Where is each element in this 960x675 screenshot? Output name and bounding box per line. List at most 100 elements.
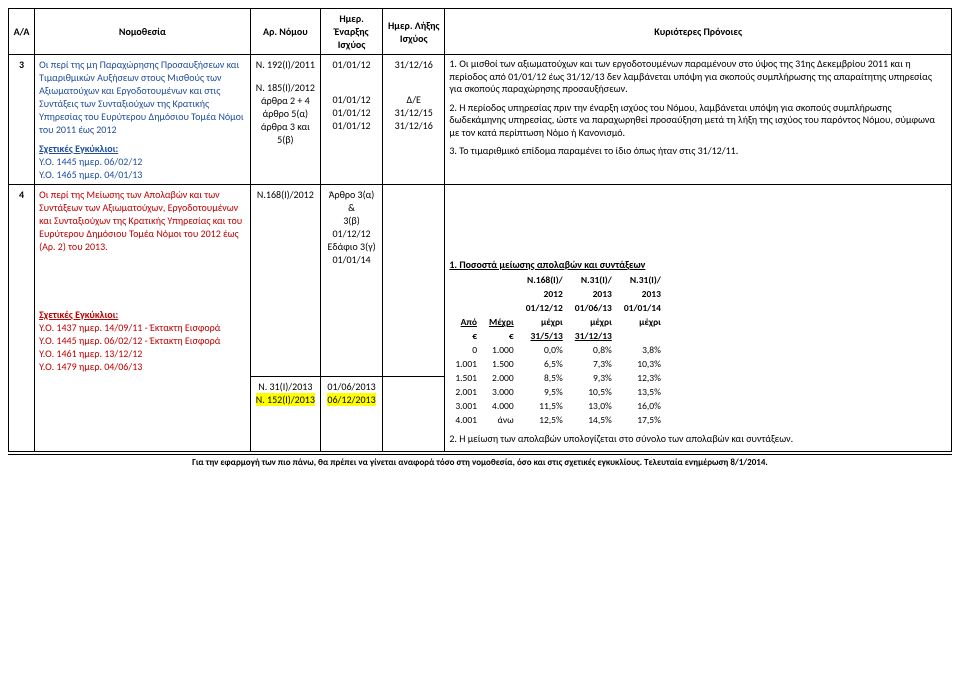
pct-row: 3.0014.00011,5%13,0%16,0% <box>449 399 667 413</box>
date: 31/12/16 <box>387 119 440 132</box>
date: 31/12/15 <box>387 106 440 119</box>
circular-line: Υ.Ο. 1445 ημερ. 06/02/12 <box>39 155 246 168</box>
row4-end-a <box>383 185 445 377</box>
legislation-table: Α/Α Νομοθεσία Αρ. Νόμου Ημερ. Έναρξης Ισ… <box>8 8 952 452</box>
col-date: 01/12/12 <box>520 301 569 315</box>
law-no: Ν. 192(Ι)/2011 <box>255 58 316 71</box>
hdr-law-no: Αρ. Νόμου <box>250 9 320 55</box>
pct-cell: 0,0% <box>520 343 569 357</box>
col-eur: € <box>449 329 483 343</box>
pct-cell: άνω <box>483 413 520 427</box>
col-year: 2012 <box>520 287 569 301</box>
pct-cell: 0,8% <box>569 343 618 357</box>
pct-cell: 9,5% <box>520 385 569 399</box>
circulars-label: Σχετικές Εγκύκλιοι: <box>39 308 246 321</box>
percentages-table: Ν.168(Ι)/ Ν.31(Ι)/ Ν.31(Ι)/ 2012 2013 20… <box>449 273 667 427</box>
pct-row: 1.5012.0008,5%9,3%12,3% <box>449 371 667 385</box>
col-from: Από <box>449 315 483 329</box>
row4-end-b <box>383 376 445 451</box>
law-no: Ν. 31(Ι)/2013 <box>255 380 316 393</box>
table-row: 4 Οι περί της Μείωσης των Απολαβών και τ… <box>9 185 952 377</box>
pct-cell: 9,3% <box>569 371 618 385</box>
pct-cell: 12,3% <box>618 371 667 385</box>
law-no: Ν.168(Ι)/2012 <box>255 188 316 201</box>
circular-line: Υ.Ο. 1479 ημερ. 04/06/13 <box>39 360 246 373</box>
pct-cell: 10,3% <box>618 357 667 371</box>
circular-line: Υ.Ο. 1437 ημερ. 14/09/11 - Έκτακτη Εισφο… <box>39 321 246 334</box>
col-law: Ν.168(Ι)/ <box>520 273 569 287</box>
row4-law-a: Ν.168(Ι)/2012 <box>250 185 320 377</box>
row3-legislation: Οι περί της μη Παραχώρησης Προσαυξήσεων … <box>35 55 251 185</box>
legis-title: Οι περί της Μείωσης των Απολαβών και των… <box>39 188 242 253</box>
circular-line: Υ.Ο. 1465 ημερ. 04/01/13 <box>39 168 246 181</box>
col-law: Ν.31(Ι)/ <box>618 273 667 287</box>
pct-cell: 1.501 <box>449 371 483 385</box>
pct-cell: 14,5% <box>569 413 618 427</box>
date: 01/01/14 <box>325 253 378 266</box>
pct-cell: 1.000 <box>483 343 520 357</box>
date: 01/01/12 <box>325 58 378 71</box>
col-date: 01/06/13 <box>569 301 618 315</box>
hdr-legislation: Νομοθεσία <box>35 9 251 55</box>
row3-start: 01/01/12 01/01/12 01/01/12 01/01/12 <box>320 55 382 185</box>
prov-subtitle: 1. Ποσοστά μείωσης απολαβών και συντάξεω… <box>449 258 947 271</box>
page-footer: Για την εφαρμογή των πιο πάνω, θα πρέπει… <box>8 454 952 468</box>
pct-cell: 6,5% <box>520 357 569 371</box>
hdr-aa: Α/Α <box>9 9 35 55</box>
pct-row: 01.0000,0%0,8%3,8% <box>449 343 667 357</box>
row4-start-a: Άρθρο 3(α) & 3(β) 01/12/12 Εδάφιο 3(γ) 0… <box>320 185 382 377</box>
provision-text: 2. Η περίοδος υπηρεσίας πριν την έναρξη … <box>449 102 947 140</box>
pct-cell: 11,5% <box>520 399 569 413</box>
pct-row: 1.0011.5006,5%7,3%10,3% <box>449 357 667 371</box>
date: 31/12/16 <box>387 58 440 71</box>
hdr-provisions: Κυριότερες Πρόνοιες <box>445 9 952 55</box>
article: Άρθρο 3(α) & <box>325 188 378 214</box>
pct-cell: 16,0% <box>618 399 667 413</box>
col-law: Ν.31(Ι)/ <box>569 273 618 287</box>
date: 01/01/12 <box>325 93 378 106</box>
provision-text: 1. Οι μισθοί των αξιωματούχων και των ερ… <box>449 58 947 96</box>
table-row: 3 Οι περί της μη Παραχώρησης Προσαυξήσεω… <box>9 55 952 185</box>
pct-cell: 3,8% <box>618 343 667 357</box>
row4-law-b: Ν. 31(Ι)/2013 Ν. 152(Ι)/2013 <box>250 376 320 451</box>
pct-cell: 17,5% <box>618 413 667 427</box>
date: 01/06/2013 <box>325 380 378 393</box>
pct-cell: 4.000 <box>483 399 520 413</box>
row3-provisions: 1. Οι μισθοί των αξιωματούχων και των ερ… <box>445 55 952 185</box>
pct-cell: 1.001 <box>449 357 483 371</box>
col-eur: € <box>483 329 520 343</box>
pct-cell: 13,5% <box>618 385 667 399</box>
pct-cell: 0 <box>449 343 483 357</box>
row3-law: Ν. 192(Ι)/2011 Ν. 185(Ι)/2012 άρθρα 2 + … <box>250 55 320 185</box>
pct-cell: 3.001 <box>449 399 483 413</box>
pct-cell: 1.500 <box>483 357 520 371</box>
pct-cell: 4.001 <box>449 413 483 427</box>
provision-text: 3. Το τιμαριθμικό επίδομα παραμένει το ί… <box>449 145 947 158</box>
col-to: Μέχρι <box>483 315 520 329</box>
col-label: μέχρι <box>520 315 569 329</box>
law-article: άρθρα 3 και 5(β) <box>255 120 316 146</box>
pct-cell: 12,5% <box>520 413 569 427</box>
circular-line: Υ.Ο. 1461 ημερ. 13/12/12 <box>39 347 246 360</box>
header-row: Α/Α Νομοθεσία Αρ. Νόμου Ημερ. Έναρξης Ισ… <box>9 9 952 55</box>
pct-row: 4.001άνω12,5%14,5%17,5% <box>449 413 667 427</box>
date: 01/01/12 <box>325 106 378 119</box>
law-article: άρθρα 2 + 4 <box>255 94 316 107</box>
provision-text: 2. Η μείωση των απολαβών υπολογίζεται στ… <box>449 433 947 446</box>
legis-title: Οι περί της μη Παραχώρησης Προσαυξήσεων … <box>39 58 244 136</box>
col-date2: 31/12/13 <box>569 329 618 343</box>
pct-cell: 2.000 <box>483 371 520 385</box>
article: 3(β) <box>325 214 378 227</box>
row4-provisions: 1. Ποσοστά μείωσης απολαβών και συντάξεω… <box>445 185 952 452</box>
pct-cell: 3.000 <box>483 385 520 399</box>
pct-cell: 7,3% <box>569 357 618 371</box>
date-highlighted: 06/12/2013 <box>327 393 375 406</box>
pct-cell: 2.001 <box>449 385 483 399</box>
row4-aa: 4 <box>9 185 35 452</box>
article: Εδάφιο 3(γ) <box>325 240 378 253</box>
row4-start-b: 01/06/2013 06/12/2013 <box>320 376 382 451</box>
row4-legislation: Οι περί της Μείωσης των Απολαβών και των… <box>35 185 251 452</box>
row3-end: 31/12/16 Δ/Ε 31/12/15 31/12/16 <box>383 55 445 185</box>
col-year: 2013 <box>618 287 667 301</box>
row3-aa: 3 <box>9 55 35 185</box>
